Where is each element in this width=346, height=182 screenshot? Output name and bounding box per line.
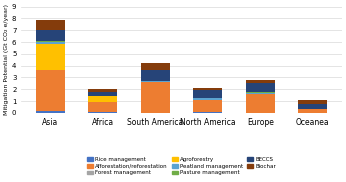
Bar <box>88 92 117 96</box>
Bar <box>193 112 222 113</box>
Legend: Rice management, Afforestation/reforestation, Forest management, Agroforestry, P: Rice management, Afforestation/reforesta… <box>86 156 277 177</box>
Bar <box>36 42 65 44</box>
Bar <box>246 94 275 113</box>
Bar <box>141 82 170 113</box>
Y-axis label: Mitigation Potential (Gt CO₂ e/year): Mitigation Potential (Gt CO₂ e/year) <box>4 4 9 115</box>
Bar <box>88 102 117 112</box>
Bar <box>141 70 170 81</box>
Bar <box>36 41 65 42</box>
Bar <box>88 89 117 92</box>
Bar <box>36 30 65 41</box>
Bar <box>298 104 327 109</box>
Bar <box>246 83 275 92</box>
Bar <box>298 109 327 113</box>
Bar <box>193 98 222 100</box>
Bar <box>298 100 327 104</box>
Bar <box>246 93 275 94</box>
Bar <box>141 63 170 70</box>
Bar <box>141 81 170 82</box>
Bar <box>36 70 65 111</box>
Bar <box>88 112 117 113</box>
Bar <box>88 96 117 102</box>
Bar <box>246 92 275 93</box>
Bar <box>36 44 65 70</box>
Bar <box>193 90 222 98</box>
Bar <box>36 111 65 113</box>
Bar <box>193 100 222 112</box>
Bar <box>246 80 275 83</box>
Bar <box>36 20 65 30</box>
Bar <box>193 88 222 90</box>
